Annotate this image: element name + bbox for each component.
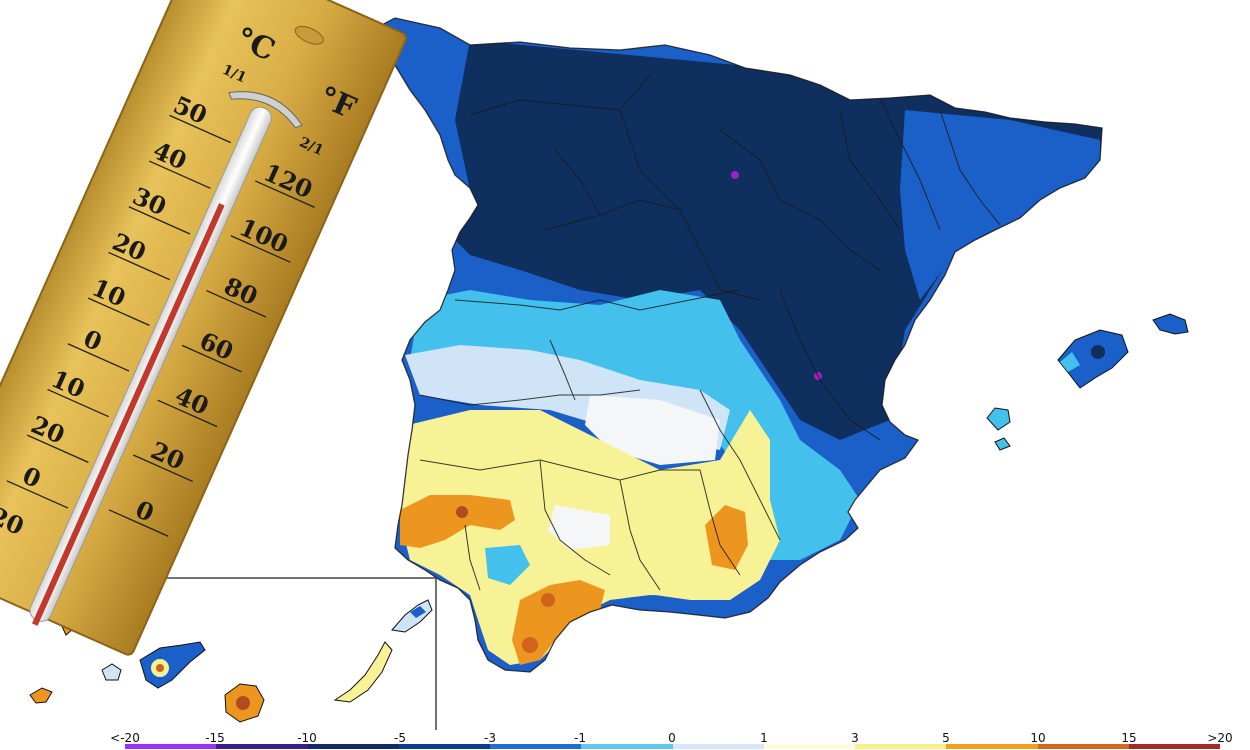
- legend-swatch: [307, 744, 399, 749]
- legend-label: -3: [484, 731, 496, 745]
- legend-label: -1: [574, 731, 586, 745]
- iberia-mainland: [371, 17, 1103, 673]
- menorca: [1152, 313, 1189, 335]
- la-gomera: [101, 663, 122, 681]
- legend-swatch: [216, 744, 308, 749]
- legend-label: <-20: [110, 731, 140, 745]
- legend-swatch: [125, 744, 217, 749]
- legend-swatch: [672, 744, 764, 749]
- legend-label: 3: [851, 731, 859, 745]
- legend-label: -15: [205, 731, 225, 745]
- mallorca-cold: [1091, 345, 1105, 359]
- legend-swatch: [398, 744, 490, 749]
- tenerife: [139, 641, 206, 689]
- northeast-blue-zone: [900, 110, 1100, 300]
- legend-label: >20: [1207, 731, 1233, 745]
- legend-swatch: [855, 744, 947, 749]
- metal-clip: [228, 91, 303, 129]
- cold-spot-1: [731, 171, 739, 179]
- el-hierro: [29, 687, 53, 704]
- legend-color-bar: [125, 744, 1220, 749]
- thermometer-plate: [0, 0, 407, 656]
- fuerteventura: [333, 641, 393, 703]
- legend-label: 0: [668, 731, 676, 745]
- mercury-column: [32, 203, 225, 626]
- thermometer-image: °C °F 1/1 2/1 50 40 30 20 10 0 10 20 0 2…: [0, 0, 407, 656]
- formentera: [994, 437, 1011, 451]
- region-boundaries: [371, 17, 1103, 673]
- legend-label: 1: [760, 731, 768, 745]
- hanging-hole: [294, 25, 324, 45]
- legend-label: 10: [1030, 731, 1046, 745]
- legend-label: -10: [297, 731, 317, 745]
- southeast-warm-anomaly: [705, 505, 748, 570]
- legend-swatch: [1128, 744, 1220, 749]
- hotspot-2: [541, 593, 555, 607]
- hotspot-1: [522, 637, 538, 653]
- pale-patch-south: [548, 505, 610, 550]
- ibiza: [986, 407, 1011, 431]
- legend-label: -5: [394, 731, 406, 745]
- legend-label: 15: [1121, 731, 1137, 745]
- southwest-warm-anomaly: [400, 495, 515, 548]
- gulf-lightblue: [485, 545, 530, 585]
- hotspot-3: [456, 506, 468, 518]
- legend-swatch: [581, 744, 673, 749]
- neutral-zone: [585, 395, 720, 465]
- mallorca: [1057, 329, 1129, 389]
- legend-swatch: [490, 744, 582, 749]
- legend-label: 5: [942, 731, 950, 745]
- legend-swatch: [946, 744, 1038, 749]
- legend-swatch: [763, 744, 855, 749]
- legend-swatch: [1037, 744, 1129, 749]
- thermometer-ticks: [6, 114, 315, 537]
- mallorca-coast: [1060, 352, 1080, 372]
- balearic-islands: [986, 313, 1189, 451]
